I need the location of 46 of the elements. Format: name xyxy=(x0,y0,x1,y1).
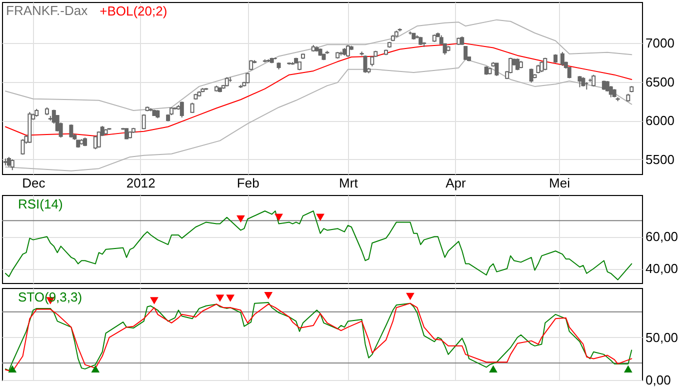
x-tick-label: Feb xyxy=(236,176,260,190)
point xyxy=(226,294,235,302)
x-tick-label: Apr xyxy=(446,176,466,190)
candlestick xyxy=(6,156,11,168)
point xyxy=(150,297,158,304)
candlestick xyxy=(224,76,229,87)
point xyxy=(489,365,498,373)
point xyxy=(264,292,273,300)
x-tick-label: Mei xyxy=(548,176,570,190)
point xyxy=(624,365,632,373)
y-tick-label: 60,00 xyxy=(646,229,678,244)
line-series xyxy=(4,42,632,137)
line-series xyxy=(4,19,632,111)
point xyxy=(8,365,17,373)
y-tick-label: 5500 xyxy=(646,152,674,167)
y-tick-label: 50,00 xyxy=(646,330,678,345)
y-tick-label: 0,00 xyxy=(646,372,671,387)
point xyxy=(216,294,224,302)
candlestick xyxy=(20,138,25,156)
candlestick xyxy=(363,54,368,74)
candlestick xyxy=(346,44,350,58)
candlestick xyxy=(190,102,194,114)
line-series xyxy=(4,210,632,280)
y-tick-label: 7000 xyxy=(646,36,674,51)
candlestick xyxy=(560,51,564,66)
series-label: STO(9,3,3) xyxy=(18,290,82,304)
point xyxy=(91,365,100,373)
candlestick xyxy=(529,68,534,84)
candlestick xyxy=(494,62,499,76)
candlestick xyxy=(10,158,14,171)
y-tick-label: 6500 xyxy=(646,74,674,90)
point xyxy=(406,292,414,300)
candlestick xyxy=(592,74,596,87)
x-tick-label: Mrt xyxy=(339,176,358,190)
x-tick-label: 2012 xyxy=(126,176,156,190)
line-series xyxy=(4,58,632,172)
x-tick-label: Dec xyxy=(22,176,46,190)
y-tick-label: 40,00 xyxy=(646,261,678,276)
chart-title: FRANKF.-Dax xyxy=(6,3,88,18)
text: +BOL(20;2) xyxy=(100,4,168,18)
candlestick xyxy=(578,75,582,88)
candlestick xyxy=(581,76,586,87)
y-tick-label: 6000 xyxy=(646,113,674,128)
text: RSI(14) xyxy=(18,196,63,212)
candlestick xyxy=(540,61,544,73)
candlestick xyxy=(180,101,184,118)
